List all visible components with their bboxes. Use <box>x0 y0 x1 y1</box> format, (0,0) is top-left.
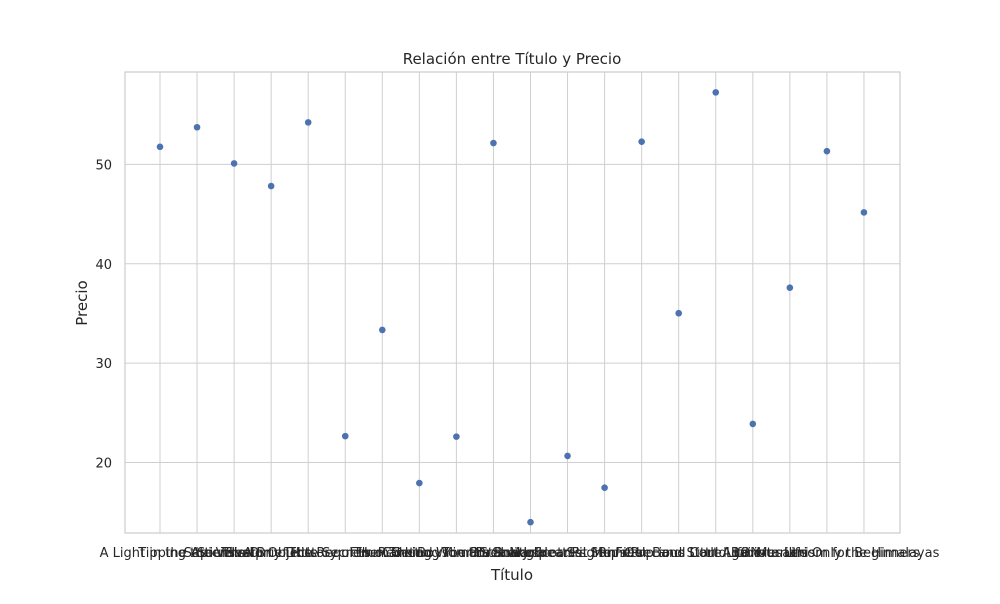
x-tick-label: Our Band Could Be Your Life <box>624 546 807 561</box>
x-tick-label: The Coming Woman <box>353 546 485 561</box>
data-point <box>786 284 794 291</box>
data-point <box>527 518 534 526</box>
x-tick-label: Starving Hearts <box>480 546 582 561</box>
data-point <box>675 309 682 317</box>
plot-frame <box>124 71 901 534</box>
chart-title: Relación entre Título y Precio <box>403 50 622 68</box>
data-point <box>860 209 868 216</box>
data-point <box>564 452 571 460</box>
data-point <box>453 433 460 440</box>
y-axis-label: Precio <box>73 280 91 325</box>
data-point <box>230 160 238 167</box>
x-tick-label: Libertarianism for Beginners <box>734 546 919 561</box>
data-point <box>304 119 312 126</box>
x-tick-label: Sapiens: A Brief History of Humankind <box>184 546 433 561</box>
x-tick-label: A Light in the Attic <box>100 546 221 561</box>
data-point <box>749 420 757 428</box>
x-tick-label: Soumission <box>197 546 271 561</box>
data-point <box>601 484 608 491</box>
x-tick-label: Olio <box>740 546 765 561</box>
data-point <box>712 89 720 96</box>
y-tick-label: 40 <box>95 258 112 273</box>
x-tick-label: The Dirty Little Secrets of Getting Your… <box>220 546 543 561</box>
x-tick-label: Shakespeare's Sonnets <box>492 546 643 561</box>
point-layer <box>156 89 868 526</box>
x-tick-label: Scott Pilgrim's Precious Little Life <box>534 546 750 561</box>
data-point <box>341 432 349 440</box>
data-point <box>823 147 831 155</box>
x-tick-label: Tipping the Velvet <box>137 546 256 561</box>
y-tick-label: 20 <box>95 456 112 471</box>
x-tick-label: It's Only the Himalayas <box>789 546 940 561</box>
data-point <box>193 123 201 131</box>
x-tick-label: Sharp Objects <box>225 546 317 561</box>
data-point <box>156 143 164 151</box>
data-point <box>416 479 423 487</box>
data-point <box>267 182 275 190</box>
x-tick-label: Mesaerion <box>756 546 823 561</box>
data-point <box>638 138 645 145</box>
data-point <box>379 326 386 334</box>
x-tick-label: The Black Maria <box>441 546 546 561</box>
x-axis-label: Título <box>490 566 533 584</box>
grid-layer <box>125 72 900 533</box>
x-tick-label: Set Me Free <box>566 546 642 561</box>
y-tick-label: 50 <box>95 158 112 173</box>
y-tick-label: 30 <box>95 357 112 372</box>
x-tick-label: The Requiem Red <box>287 546 402 561</box>
x-tick-label: Rip it Up and Start Again <box>598 546 759 561</box>
x-tick-label: The Boys in the Boat <box>388 546 524 561</box>
data-point <box>490 139 497 147</box>
